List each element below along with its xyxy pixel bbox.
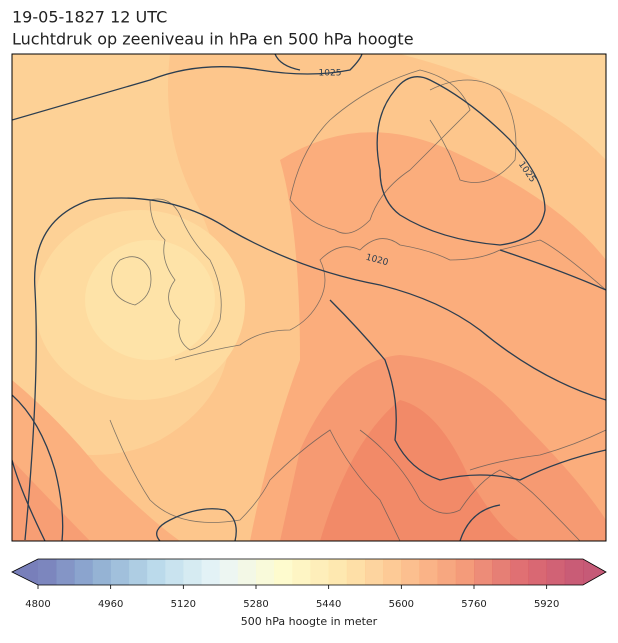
colorbar-segment	[256, 559, 275, 585]
colorbar-segment	[274, 559, 293, 585]
colorbar-segment	[219, 559, 239, 585]
subtitle: Luchtdruk op zeeniveau in hPa en 500 hPa…	[12, 30, 414, 49]
colorbar-segment	[165, 559, 184, 585]
colorbar-segment	[383, 559, 402, 585]
colorbar-tick-label: 5920	[534, 599, 559, 610]
colorbar-segment	[147, 559, 166, 585]
colorbar-segment	[74, 559, 93, 585]
colorbar-extend-high	[583, 559, 606, 585]
colorbar-segment	[310, 559, 329, 585]
colorbar-tick-label: 5280	[243, 599, 268, 610]
colorbar-segment	[455, 559, 475, 585]
map-frame	[11, 53, 607, 542]
colorbar-segment	[92, 559, 111, 585]
colorbar-segment	[292, 559, 311, 585]
colorbar-tick-label: 4800	[25, 599, 50, 610]
colorbar-segment	[528, 559, 547, 585]
colorbar-segment	[328, 559, 348, 585]
colorbar-segment	[474, 559, 493, 585]
map: 1025 1025 1020	[12, 54, 606, 541]
colorbar-segment	[38, 559, 57, 585]
colorbar-segment	[510, 559, 529, 585]
colorbar-segment	[110, 559, 130, 585]
colorbar-segment	[564, 559, 584, 585]
colorbar-segment	[237, 559, 257, 585]
isobar-label: 1025	[319, 69, 342, 79]
colorbar-segment	[492, 559, 511, 585]
colorbar-segment	[346, 559, 366, 585]
title: 19-05-1827 12 UTC	[12, 8, 167, 27]
colorbar-segment	[201, 559, 220, 585]
colorbar-tick-label: 5600	[389, 599, 414, 610]
colorbar: 4800 4960 5120 5280 5440 5600 5760 5920	[11, 558, 607, 610]
isobars	[12, 54, 606, 541]
colorbar-segment	[128, 559, 148, 585]
colorbar-segment	[365, 559, 384, 585]
colorbar-segment	[419, 559, 438, 585]
colorbar-segment	[183, 559, 202, 585]
colorbar-segment	[437, 559, 457, 585]
colorbar-tick-label: 5120	[171, 599, 196, 610]
colorbar-segment	[401, 559, 420, 585]
colorbar-tick-label: 4960	[98, 599, 123, 610]
colorbar-segment	[546, 559, 566, 585]
colorbar-label: 500 hPa hoogte in meter	[241, 615, 378, 628]
colorbar-segment	[56, 559, 75, 585]
colorbar-extend-low	[12, 559, 38, 585]
colorbar-tick-label: 5440	[316, 599, 341, 610]
colorbar-tick-label: 5760	[461, 599, 486, 610]
coastlines	[109, 69, 606, 541]
